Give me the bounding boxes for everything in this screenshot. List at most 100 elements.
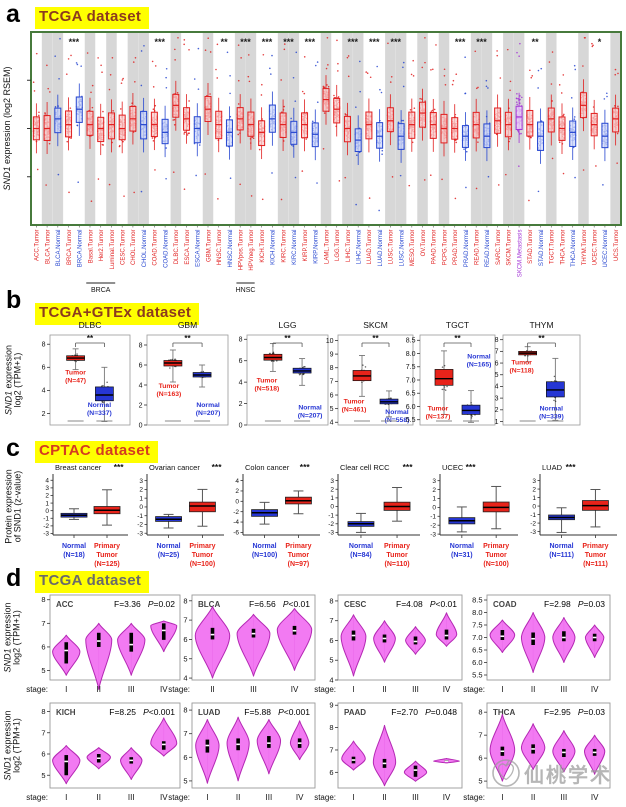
svg-text:I: I [501, 793, 503, 802]
svg-text:5: 5 [495, 372, 499, 379]
svg-text:1: 1 [139, 495, 143, 502]
svg-text:7: 7 [183, 729, 187, 738]
column-KIRP.Normal: KIRP.Normal [311, 61, 320, 264]
svg-text:(N=137): (N=137) [426, 414, 451, 421]
svg-text:5: 5 [183, 654, 187, 663]
svg-text:-2: -2 [530, 520, 536, 527]
svg-text:F=3.36 P=0.02: F=3.36 P=0.02 [114, 599, 175, 609]
column-PRAD.Normal: PRAD.Normal [461, 56, 470, 267]
svg-text:TGCT.Tumor: TGCT.Tumor [550, 230, 556, 264]
svg-text:-2: -2 [137, 522, 143, 529]
svg-text:Breast cancer: Breast cancer [55, 463, 102, 472]
svg-text:4: 4 [139, 382, 143, 389]
panel-d-letter: d [6, 564, 22, 592]
svg-text:1: 1 [45, 500, 49, 507]
panel-a-header: TCGA dataset [35, 7, 150, 29]
column-THCA.Normal: THCA.Normal [569, 64, 577, 267]
svg-text:BRCA.Tumor: BRCA.Tumor [67, 230, 73, 265]
svg-text:3: 3 [532, 478, 536, 485]
subplot-DLBC: DLBC 2 4 6 8 Tumor(N=47) Normal(N=337) ** [42, 320, 131, 426]
column-CESC.Tumor: CESC.Tumor [118, 77, 126, 265]
svg-text:6.0: 6.0 [406, 404, 416, 411]
significance-stars-KIRP: *** [305, 37, 316, 47]
svg-text:6: 6 [330, 392, 334, 399]
svg-text:7: 7 [41, 728, 45, 737]
svg-text:4: 4 [495, 384, 499, 391]
svg-text:BLCA.Tumor: BLCA.Tumor [45, 229, 51, 263]
column-LUSC.Tumor: LUSC.Tumor [386, 42, 395, 264]
svg-text:CESC.Tumor: CESC.Tumor [120, 230, 126, 265]
panel-c-letter: c [6, 434, 20, 462]
svg-text:Tumor: Tumor [288, 552, 310, 559]
subplot-THYM: THYM 1 2 3 4 5 6 7 8 Tumor(N=118) Normal(N=339) ** [495, 320, 581, 426]
svg-text:8.5: 8.5 [472, 596, 482, 605]
svg-text:BLCA.Normal: BLCA.Normal [56, 230, 62, 267]
svg-text:KICH.Tumor: KICH.Tumor [260, 230, 266, 263]
svg-text:4: 4 [183, 674, 187, 683]
svg-text:8: 8 [42, 342, 46, 349]
svg-text:(N=165): (N=165) [467, 361, 492, 368]
svg-text:F=8.25 P<0.001: F=8.25 P<0.001 [109, 707, 175, 717]
svg-text:(N=518): (N=518) [255, 386, 280, 393]
svg-text:I: I [352, 685, 354, 694]
svg-text:Primary: Primary [384, 543, 410, 550]
svg-text:LGG.Tumor: LGG.Tumor [335, 230, 341, 261]
svg-text:HPVneg.Tumor: HPVneg.Tumor [249, 230, 255, 271]
subplot-LUAD: 32 10 -1-2 -3 LUAD *** Normal (N=111) Primary Tum… [530, 462, 617, 568]
svg-text:Normal: Normal [252, 543, 276, 550]
svg-text:-2: -2 [430, 522, 436, 529]
svg-text:KIRC.Normal: KIRC.Normal [292, 230, 298, 265]
column-STAD.Tumor: STAD.Tumor [526, 69, 534, 264]
svg-text:6: 6 [329, 636, 333, 645]
svg-text:0: 0 [532, 503, 536, 510]
column-LUAD.Tumor: LUAD.Tumor [365, 71, 373, 264]
svg-text:2: 2 [330, 486, 334, 493]
svg-text:6: 6 [183, 753, 187, 762]
svg-text:Normal: Normal [450, 543, 474, 550]
svg-text:(N=125): (N=125) [94, 561, 119, 568]
svg-text:IV: IV [443, 793, 451, 802]
svg-text:IV: IV [296, 793, 304, 802]
svg-text:-3: -3 [430, 531, 436, 538]
svg-text:I: I [501, 685, 503, 694]
column-TGCT.Tumor: TGCT.Tumor [547, 51, 556, 264]
svg-text:8: 8 [41, 595, 45, 604]
svg-text:F=2.98 P=0.03: F=2.98 P=0.03 [544, 599, 605, 609]
svg-text:Colon cancer: Colon cancer [245, 463, 290, 472]
svg-text:II: II [97, 793, 101, 802]
svg-text:SKCM.Metastasis: SKCM.Metastasis [517, 230, 523, 278]
y-axis-label: SND1 expressionlog2 (TPM+1) [3, 710, 22, 780]
svg-text:Primary: Primary [94, 543, 120, 550]
svg-text:Her2.Tumor: Her2.Tumor [99, 230, 105, 262]
svg-text:7: 7 [41, 619, 45, 628]
column-COAD.Tumor: COAD.Tumor [150, 60, 159, 266]
svg-text:7.5: 7.5 [406, 364, 416, 371]
column-KICH.Normal: KICH.Normal [268, 54, 277, 265]
svg-text:7.5: 7.5 [472, 621, 482, 630]
bracket-label-BRCA: BRCA [91, 287, 111, 294]
svg-text:UCEC: UCEC [442, 463, 464, 472]
svg-text:stage:: stage: [26, 685, 48, 694]
panel-c-boxplot-chart: Protein expressionof SND1 (z-value) 43210… [4, 462, 617, 568]
y-axis-label: SND1 expressionlog2 (TPM+1) [3, 602, 22, 672]
watermark: 仙桃学术 [488, 753, 612, 793]
column-LUSC.Normal: LUSC.Normal [397, 61, 405, 267]
svg-text:Tumor: Tumor [428, 406, 449, 413]
svg-text:KIRP.Normal: KIRP.Normal [314, 230, 320, 264]
significance-stars-UCEC: * [598, 37, 602, 47]
svg-text:II: II [236, 793, 240, 802]
svg-text:4: 4 [239, 379, 243, 386]
column-SKCM.Tumor: SKCM.Tumor [504, 48, 513, 266]
svg-text:8: 8 [329, 723, 333, 732]
svg-text:PAAD: PAAD [344, 708, 366, 717]
column-SARC.Tumor: SARC.Tumor [494, 50, 502, 265]
svg-text:6.5: 6.5 [472, 646, 482, 655]
svg-text:1: 1 [532, 495, 536, 502]
svg-text:-1: -1 [43, 515, 49, 522]
significance-stars-HPV: *** [240, 37, 251, 47]
svg-text:THCA: THCA [493, 708, 515, 717]
svg-text:III: III [128, 793, 135, 802]
